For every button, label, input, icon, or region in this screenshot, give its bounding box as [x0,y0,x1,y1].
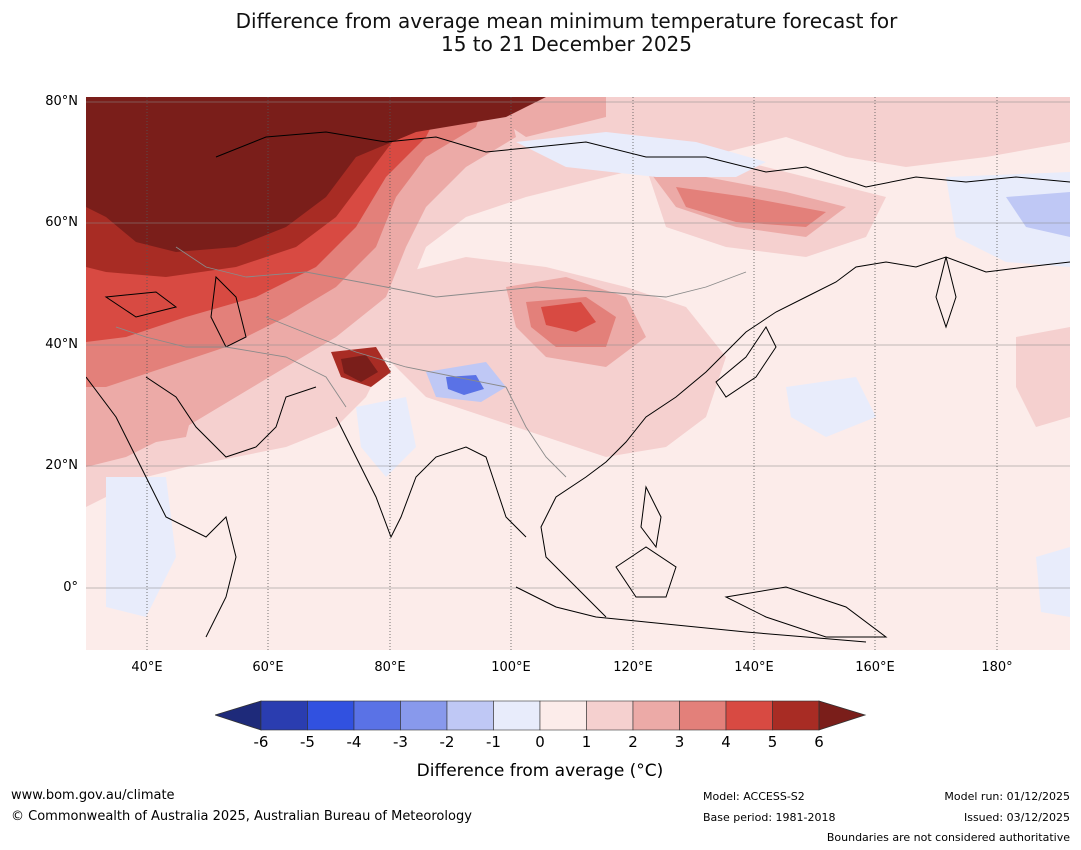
colorbar-tick-label: 0 [535,733,545,751]
colorbar-tick-label: -2 [439,733,455,751]
boundaries-disclaimer: Boundaries are not considered authoritat… [826,831,1070,844]
lon-label-140e: 140°E [734,660,774,675]
colorbar-segment [725,700,773,731]
lon-label-100e: 100°E [491,660,531,675]
model-name: Model: ACCESS-S2 [703,790,805,803]
colorbar-tick-label: 3 [674,733,685,751]
colorbar [215,700,867,731]
lon-label-160e: 160°E [855,660,895,675]
lat-label-60n: 60°N [45,215,78,230]
colorbar-arrow-high [818,700,867,731]
lat-label-20n: 20°N [45,458,78,473]
colorbar-tick-label: -5 [300,733,315,751]
issued-date: Issued: 03/12/2025 [963,811,1070,824]
colorbar-arrow-low [215,700,262,731]
lon-label-60e: 60°E [252,660,284,675]
lon-label-80e: 80°E [374,660,406,675]
coastline-indonesia [515,586,867,643]
anomaly-region-africa-cool [106,477,176,617]
anomaly-region-china-hot [541,302,596,332]
colorbar-label: Difference from average (°C) [416,761,664,781]
colorbar-segment [493,700,541,731]
anomaly-region-pacific-south-cool [1036,547,1070,617]
anomaly-region-russia-extreme [86,97,546,252]
model-run-date: Model run: 01/12/2025 [944,790,1070,803]
colorbar-tick-label: -6 [253,733,269,751]
chart-title: Difference from average mean minimum tem… [0,10,1081,56]
lat-label-equator: 0° [63,580,78,595]
colorbar-tick-label: 2 [628,733,638,751]
colorbar-segment [679,700,727,731]
latitude-gridlines [86,101,1070,589]
colorbar-segment [260,700,308,731]
coastline-japan [715,326,777,398]
longitude-gridlines [146,97,998,650]
base-period: Base period: 1981-2018 [703,811,836,824]
coastline-black-sea [104,291,178,318]
lat-label-40n: 40°N [45,337,78,352]
title-line-2: 15 to 21 December 2025 [440,32,692,56]
colorbar-tick-label: -4 [346,733,362,751]
colorbar-segment [307,700,355,731]
coastline-newguinea [724,586,888,638]
colorbar-tick-label: -3 [393,733,408,751]
anomaly-region-arabia-mid [86,367,196,447]
colorbar-tick-label: 1 [581,733,592,751]
colorbar-segment [586,700,634,731]
coastline-borneo [615,546,677,598]
colorbar-segment [539,700,587,731]
colorbar-tick-label: 6 [814,733,824,751]
coastline-caspian [210,275,247,348]
colorbar-segment [772,700,820,731]
map-graphic [86,97,1070,650]
anomaly-region-pacific-mid-cool [786,377,876,437]
lon-label-40e: 40°E [131,660,163,675]
coastline-india [335,416,527,539]
lon-label-180: 180° [981,660,1013,675]
anomaly-map [86,97,1070,650]
colorbar-segment [400,700,448,731]
copyright-notice: © Commonwealth of Australia 2025, Austra… [11,809,472,824]
website-url: www.bom.gov.au/climate [11,788,175,803]
coastline-arctic [215,131,1070,188]
anomaly-region-india-cool [356,397,416,477]
anomaly-region-siberia-warm [676,187,826,227]
coastline-arabia [145,376,317,458]
anomaly-region-pacific-cool-deep [1006,192,1070,237]
colorbar-tick-label: 4 [721,733,731,751]
coastline-africa [86,376,237,638]
coastline-kamchatka [935,256,957,329]
lon-label-120e: 120°E [613,660,653,675]
colorbar-segment [632,700,680,731]
colorbar-tick-label: -1 [486,733,501,751]
coastlines [86,131,1070,643]
anomaly-region-pacific-light [1016,327,1070,427]
colorbar-segment [353,700,401,731]
coastline-pacific-east [540,256,1070,618]
title-line-1: Difference from average mean minimum tem… [235,9,898,33]
colorbar-segment [446,700,494,731]
anomaly-region-tibet-cool-deep [446,375,484,395]
lat-label-80n: 80°N [45,94,78,109]
anomaly-region-tibet-extreme [341,355,378,382]
coastline-philippines [640,485,662,549]
country-borders [115,246,747,478]
colorbar-tick-label: 5 [767,733,778,751]
